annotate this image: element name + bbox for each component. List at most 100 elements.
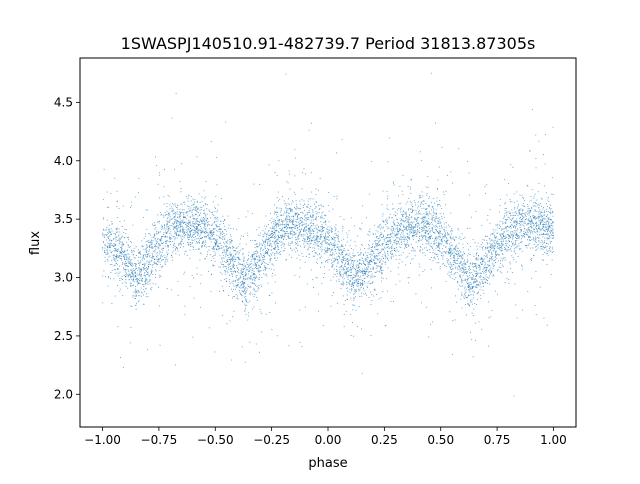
data-point: [267, 244, 268, 246]
data-point: [366, 261, 368, 263]
data-point: [291, 227, 293, 228]
data-point: [434, 252, 436, 254]
data-point: [126, 241, 128, 243]
data-point: [281, 234, 283, 236]
data-point: [411, 221, 413, 223]
data-point: [182, 217, 184, 219]
data-point: [275, 243, 277, 245]
data-point: [164, 257, 166, 258]
data-point: [351, 283, 353, 285]
data-point: [487, 215, 489, 216]
data-point: [282, 243, 283, 245]
data-point: [386, 235, 388, 237]
data-point: [256, 246, 257, 247]
data-point: [522, 217, 524, 219]
data-point: [156, 165, 158, 166]
data-point: [457, 281, 458, 283]
data-point: [273, 248, 275, 250]
data-point: [518, 248, 520, 250]
data-point: [549, 235, 551, 237]
data-point: [254, 240, 256, 242]
data-point: [465, 267, 467, 268]
data-point: [241, 281, 243, 283]
data-point: [387, 252, 389, 254]
data-point: [342, 295, 344, 297]
data-point: [159, 244, 161, 246]
data-point: [102, 302, 104, 304]
data-point: [311, 122, 312, 124]
data-point: [107, 242, 109, 244]
data-point: [389, 252, 391, 254]
data-point: [275, 241, 277, 243]
data-point: [487, 248, 489, 250]
data-point: [220, 242, 221, 244]
data-point: [243, 268, 245, 270]
data-point: [307, 227, 309, 229]
data-point: [488, 301, 489, 303]
data-point: [127, 259, 129, 261]
data-point: [477, 258, 479, 260]
data-point: [145, 209, 147, 211]
data-point: [172, 213, 174, 215]
data-point: [402, 213, 404, 215]
data-point: [300, 208, 302, 210]
data-point: [454, 248, 456, 250]
data-point: [469, 291, 471, 293]
data-point: [230, 242, 232, 244]
data-point: [281, 228, 283, 230]
data-point: [382, 243, 384, 245]
data-point: [368, 266, 369, 268]
data-point: [503, 216, 505, 218]
data-point: [425, 236, 427, 238]
data-point: [230, 272, 232, 274]
data-point: [281, 208, 282, 210]
data-point: [125, 265, 127, 267]
data-point: [376, 236, 377, 237]
data-point: [287, 215, 289, 217]
data-point: [307, 224, 309, 226]
data-point: [122, 251, 124, 253]
data-point: [219, 266, 221, 268]
data-point: [341, 249, 343, 251]
data-point: [551, 235, 553, 236]
data-point: [259, 184, 261, 185]
data-point: [499, 239, 501, 241]
data-point: [463, 269, 465, 271]
data-point: [264, 240, 266, 242]
data-point: [408, 225, 410, 227]
data-point: [442, 234, 443, 236]
data-point: [231, 270, 233, 272]
data-point: [437, 236, 439, 238]
data-point: [466, 278, 468, 280]
data-point: [456, 260, 458, 262]
data-point: [231, 240, 233, 242]
data-point: [123, 244, 125, 246]
data-point: [513, 222, 515, 224]
data-point: [504, 203, 506, 205]
data-point: [347, 271, 349, 272]
data-point: [416, 236, 418, 237]
data-point: [381, 272, 383, 274]
data-point: [515, 243, 517, 245]
data-point: [471, 216, 472, 218]
data-point: [278, 222, 280, 224]
data-point: [192, 336, 194, 338]
data-point: [486, 266, 488, 268]
data-point: [287, 209, 289, 211]
data-point: [265, 267, 267, 269]
data-point: [460, 256, 462, 258]
data-point: [534, 201, 536, 203]
data-point: [269, 242, 271, 244]
data-point: [167, 244, 169, 246]
data-point: [326, 231, 328, 233]
data-point: [107, 285, 109, 287]
data-point: [410, 212, 412, 213]
data-point: [538, 225, 540, 227]
data-point: [274, 274, 276, 276]
data-point: [149, 278, 151, 280]
data-point: [230, 227, 232, 229]
data-point: [363, 267, 365, 269]
data-point: [358, 254, 360, 256]
data-point: [140, 269, 141, 271]
data-point: [298, 221, 300, 223]
